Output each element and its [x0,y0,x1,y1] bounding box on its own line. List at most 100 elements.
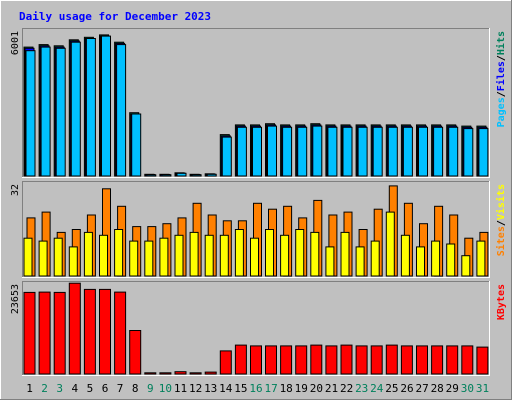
legend-entry: Visits [495,184,507,220]
bar-pages-day-16 [252,126,262,177]
bar-sites-day-21 [325,246,335,277]
x-tick-label-day-30: 30 [461,382,474,395]
bar-pages-day-12 [191,174,202,177]
bar-kbytes-day-14 [219,350,232,375]
x-tick-label-day-16: 16 [249,382,262,395]
x-tick-label-day-1: 1 [26,382,33,395]
x-tick-label-day-26: 26 [400,382,413,395]
x-tick-label-day-18: 18 [280,382,293,395]
bar-sites-day-4 [68,246,78,277]
bar-pages-day-28 [433,126,444,177]
bar-pages-day-4 [70,41,81,177]
bar-sites-day-12 [189,231,199,277]
bar-sites-day-2 [38,240,48,277]
bar-pages-day-19 [297,126,308,177]
bar-sites-day-6 [99,234,108,277]
legend-entry: Files [495,61,507,91]
bar-kbytes-day-15 [234,344,247,375]
bar-pages-day-1 [25,50,36,177]
panel-legend: Pages/Files/Hits [495,31,507,127]
bar-sites-day-24 [370,240,380,277]
bar-pages-day-5 [85,38,96,177]
bar-kbytes-day-1 [23,291,36,375]
bar-sites-day-11 [174,234,184,277]
bar-pages-day-2 [40,46,51,177]
x-tick-label-day-14: 14 [219,382,233,395]
bar-kbytes-day-10 [159,372,172,375]
panel-max-label: 23653 [10,284,21,314]
legend-entry: / [496,220,507,226]
bar-kbytes-day-29 [446,345,459,375]
x-tick-label-day-31: 31 [476,382,489,395]
bar-kbytes-day-30 [461,345,474,375]
bar-sites-day-25 [385,211,395,277]
bar-pages-day-22 [342,126,353,177]
bar-kbytes-day-9 [144,372,157,375]
bar-pages-day-18 [282,126,293,177]
x-tick-label-day-8: 8 [132,382,139,395]
bar-kbytes-day-28 [431,345,444,375]
bar-kbytes-day-27 [416,345,428,375]
x-tick-label-day-10: 10 [159,382,172,395]
bar-sites-day-8 [129,240,139,277]
x-tick-label-day-5: 5 [87,382,94,395]
chart-title: Daily usage for December 2023 [19,10,211,23]
bar-pages-day-13 [206,173,217,177]
bar-sites-day-17 [265,229,274,277]
x-tick-label-day-2: 2 [41,382,48,395]
x-tick-label-day-4: 4 [71,382,78,395]
bar-sites-day-13 [204,234,214,277]
x-tick-label-day-21: 21 [325,382,338,395]
bar-sites-day-16 [250,237,259,277]
bar-pages-day-7 [116,44,127,177]
x-tick-label-day-13: 13 [204,382,217,395]
bar-kbytes-day-19 [295,345,308,375]
bar-sites-day-15 [234,229,244,277]
bar-pages-day-14 [221,136,232,177]
bar-sites-day-10 [159,237,169,277]
x-tick-label-day-24: 24 [370,382,384,395]
bar-pages-day-23 [357,126,368,177]
x-tick-label-day-17: 17 [264,382,277,395]
bar-sites-day-1 [23,237,33,277]
bar-kbytes-day-31 [476,346,489,375]
panel-legend: Sites/Visits [495,184,507,256]
bar-kbytes-day-26 [400,345,413,375]
x-tick-label-day-11: 11 [174,382,187,395]
x-axis-day-labels: 1 2 3 4 5 6 7 8 9 10 11 12 13 14 15 16 17 18 19 20 21 22 23 24 2… [26,382,489,395]
bar-kbytes-day-8 [129,330,142,375]
bar-kbytes-day-16 [250,345,262,375]
x-tick-label-day-28: 28 [431,382,444,395]
bar-sites-day-23 [355,246,365,277]
bar-pages-day-8 [131,113,142,177]
panel-max-label: 6001 [10,31,21,55]
bar-pages-day-9 [146,174,157,177]
panel-hits_files_pages: 6001 Pages/Files/Hits [10,28,507,178]
legend-entry: KBytes [496,284,507,320]
legend-entry: Sites [495,226,507,256]
bar-sites-day-31 [476,240,486,277]
bar-sites-day-27 [416,246,425,277]
bar-kbytes-day-23 [355,345,368,375]
bar-kbytes-day-11 [174,371,187,375]
x-tick-label-day-25: 25 [385,382,398,395]
bar-pages-day-11 [176,172,187,177]
x-tick-label-day-29: 29 [446,382,459,395]
bar-sites-day-7 [114,229,124,277]
bar-pages-day-3 [55,47,66,177]
bar-sites-day-14 [219,234,229,277]
x-tick-label-day-23: 23 [355,382,368,395]
bar-kbytes-day-5 [83,288,96,375]
bar-kbytes-day-24 [370,345,383,375]
x-tick-label-day-3: 3 [56,382,63,395]
bar-sites-day-18 [280,234,290,277]
bar-pages-day-26 [402,126,413,177]
panel-kbytes: 23653 KBytes [10,281,507,376]
bar-sites-day-28 [431,240,441,277]
bar-sites-day-30 [461,255,471,277]
bar-sites-day-3 [53,237,63,277]
x-tick-label-day-22: 22 [340,382,353,395]
bar-kbytes-day-20 [310,344,323,375]
